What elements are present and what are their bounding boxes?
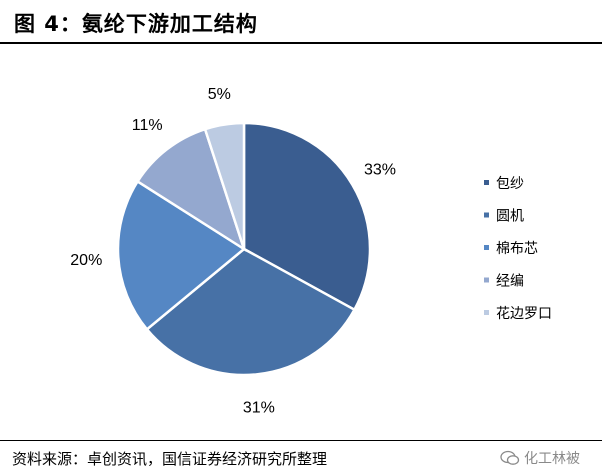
watermark-text: 化工林被 [524, 451, 580, 467]
pie-labels: 33% 31% 20% 11% 5% [70, 86, 396, 416]
pie-slice-0 [242, 121, 372, 312]
legend-label-4: 花边罗口 [496, 306, 552, 322]
legend-swatch-0 [484, 180, 489, 185]
source-note: 资料来源：卓创资讯，国信证券经济研究所整理 [12, 450, 328, 468]
legend-swatch-4 [484, 310, 489, 315]
bottom-rule [0, 440, 602, 441]
slice-label-0: 33% [364, 162, 396, 179]
figure-header: 图 4：氨纶下游加工结构 [0, 0, 602, 42]
top-rule [0, 42, 602, 44]
pie-slice-2 [116, 179, 247, 332]
legend-label-3: 经编 [496, 274, 524, 290]
pie-slice-3 [135, 127, 247, 252]
legend-swatch-3 [484, 277, 489, 283]
wechat-icon [500, 450, 520, 465]
legend-label-1: 圆机 [496, 209, 524, 225]
pie-slice-1 [145, 247, 357, 377]
slice-label-2: 20% [70, 252, 102, 269]
figure-title: 图 4：氨纶下游加工结构 [14, 12, 258, 36]
pie-slices [116, 121, 372, 377]
slice-label-4: 5% [208, 86, 231, 103]
watermark: 化工林被 [500, 448, 580, 468]
slice-label-3: 11% [132, 117, 163, 134]
pie-slice-4 [203, 121, 246, 250]
legend-label-2: 棉布芯 [496, 240, 538, 257]
legend-swatch-2 [484, 245, 489, 250]
legend-swatch-1 [484, 212, 489, 218]
slice-label-1: 31% [243, 399, 275, 416]
legend-label-0: 包纱 [496, 176, 524, 192]
